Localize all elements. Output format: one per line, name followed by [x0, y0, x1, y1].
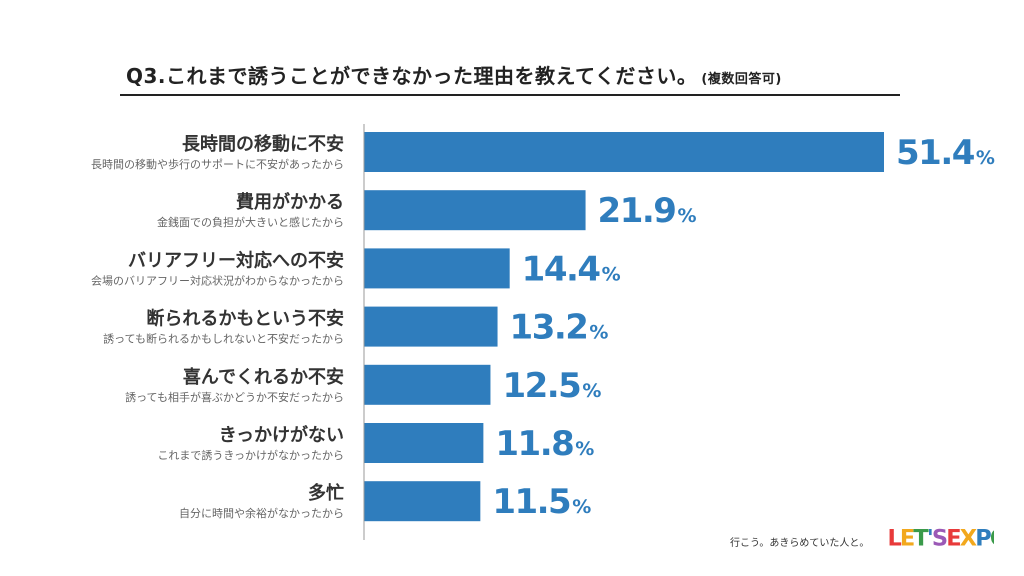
value-unit-1: % — [976, 147, 995, 169]
value-number-5: 12.5 — [502, 366, 580, 406]
bar-2 — [364, 190, 586, 231]
value-unit-3: % — [602, 263, 621, 285]
chart-title: Q3.これまで誘うことができなかった理由を教えてください。 (複数回答可) — [126, 60, 782, 89]
bar-3 — [364, 248, 510, 289]
category-label-3: バリアフリー対応への不安 — [128, 249, 344, 271]
chart-title-text: Q3.これまで誘うことができなかった理由を教えてください。 — [126, 64, 698, 88]
value-number-7: 11.5 — [492, 482, 570, 522]
value-unit-4: % — [589, 322, 608, 344]
value-label-7: 11.5% — [492, 482, 591, 522]
value-label-5: 12.5% — [502, 366, 601, 406]
value-unit-6: % — [575, 438, 594, 460]
category-sublabel-1: 長時間の移動や歩行のサポートに不安があったから — [91, 157, 344, 171]
value-number-6: 11.8 — [495, 424, 573, 464]
value-label-6: 11.8% — [495, 424, 594, 464]
footer-tagline: 行こう。あきらめていた人と。 — [730, 538, 870, 549]
bar-6 — [364, 423, 484, 463]
category-sublabel-7: 自分に時間や余裕がなかったから — [179, 506, 344, 520]
category-label-4: 断られるかもという不安 — [146, 308, 344, 330]
category-label-2: 費用がかかる — [236, 191, 344, 213]
value-unit-2: % — [677, 205, 696, 227]
category-label-5: 喜んでくれるか不安 — [183, 366, 344, 388]
category-label-1: 長時間の移動に不安 — [182, 133, 344, 155]
bar-4 — [364, 306, 498, 347]
bar-7 — [364, 481, 481, 522]
category-sublabel-2: 金銭面での負担が大きいと感じたから — [157, 215, 344, 229]
category-label-6: きっかけがない — [219, 424, 344, 446]
lets-expo-logo: LET'SEXPO — [887, 525, 994, 551]
bar-5 — [364, 364, 491, 405]
value-number-2: 21.9 — [598, 191, 676, 231]
category-sublabel-6: これまで誘うきっかけがなかったから — [157, 448, 344, 462]
title-area: Q3.これまで誘うことができなかった理由を教えてください。 (複数回答可) — [120, 58, 900, 96]
svg-text:LET'SEXPO: LET'SEXPO — [887, 525, 994, 551]
value-label-4: 13.2% — [510, 308, 609, 348]
bar-1 — [364, 132, 884, 172]
category-sublabel-5: 誘っても相手が喜ぶかどうか不安だったから — [125, 390, 344, 404]
category-sublabel-4: 誘っても断られるかもしれないと不安だったから — [103, 332, 344, 346]
value-label-3: 14.4% — [522, 249, 621, 289]
value-label-2: 21.9% — [598, 191, 697, 231]
value-number-1: 51.4 — [896, 133, 975, 173]
value-number-3: 14.4 — [522, 249, 601, 289]
value-number-4: 13.2 — [510, 308, 588, 348]
category-label-7: 多忙 — [308, 482, 344, 504]
category-sublabel-3: 会場のバリアフリー対応状況がわからなかったから — [91, 273, 344, 287]
value-unit-7: % — [572, 496, 591, 518]
chart-title-note: (複数回答可) — [701, 72, 782, 87]
value-label-1: 51.4% — [896, 133, 995, 173]
value-unit-5: % — [582, 380, 601, 402]
